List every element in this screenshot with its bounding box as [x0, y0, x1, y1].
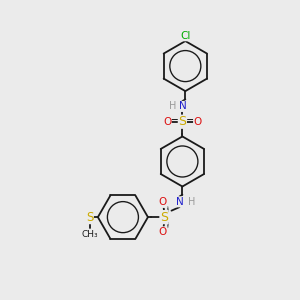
Text: O: O: [159, 227, 167, 237]
Text: O: O: [163, 117, 171, 127]
Text: H: H: [169, 101, 176, 111]
Text: O: O: [159, 197, 167, 207]
Text: S: S: [178, 115, 186, 128]
Text: N: N: [178, 101, 186, 111]
Text: O: O: [194, 117, 202, 127]
Text: CH₃: CH₃: [81, 230, 98, 239]
Text: Cl: Cl: [180, 31, 190, 41]
Text: S: S: [86, 211, 93, 224]
Text: H: H: [188, 197, 195, 207]
Text: N: N: [176, 197, 183, 207]
Text: S: S: [160, 211, 168, 224]
